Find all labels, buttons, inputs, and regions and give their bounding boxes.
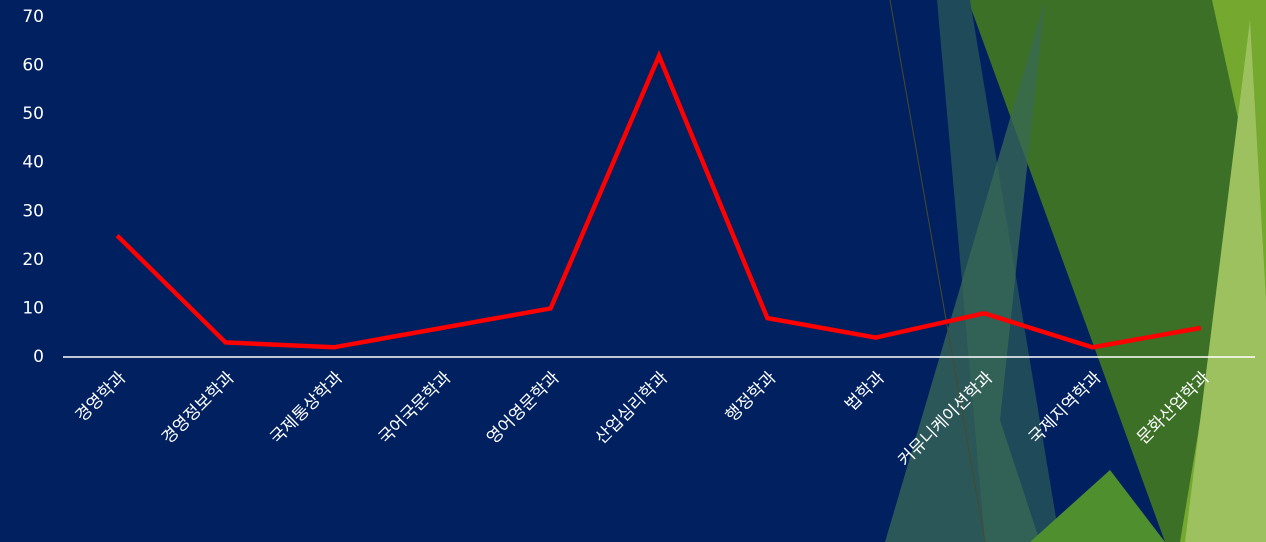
y-tick-label: 20 (22, 250, 44, 270)
y-tick-label: 10 (22, 298, 44, 318)
decoration (889, 0, 986, 542)
y-tick-label: 50 (22, 104, 44, 124)
y-tick-label: 70 (22, 7, 44, 27)
decoration (1185, 20, 1266, 542)
y-tick-label: 60 (22, 56, 44, 76)
decoration (968, 0, 1266, 542)
y-tick-label: 30 (22, 201, 44, 221)
y-tick-label: 0 (33, 347, 44, 367)
decoration (885, 0, 1045, 542)
data-line (115, 50, 1202, 350)
decoration (1030, 470, 1165, 542)
y-tick-label: 40 (22, 153, 44, 173)
